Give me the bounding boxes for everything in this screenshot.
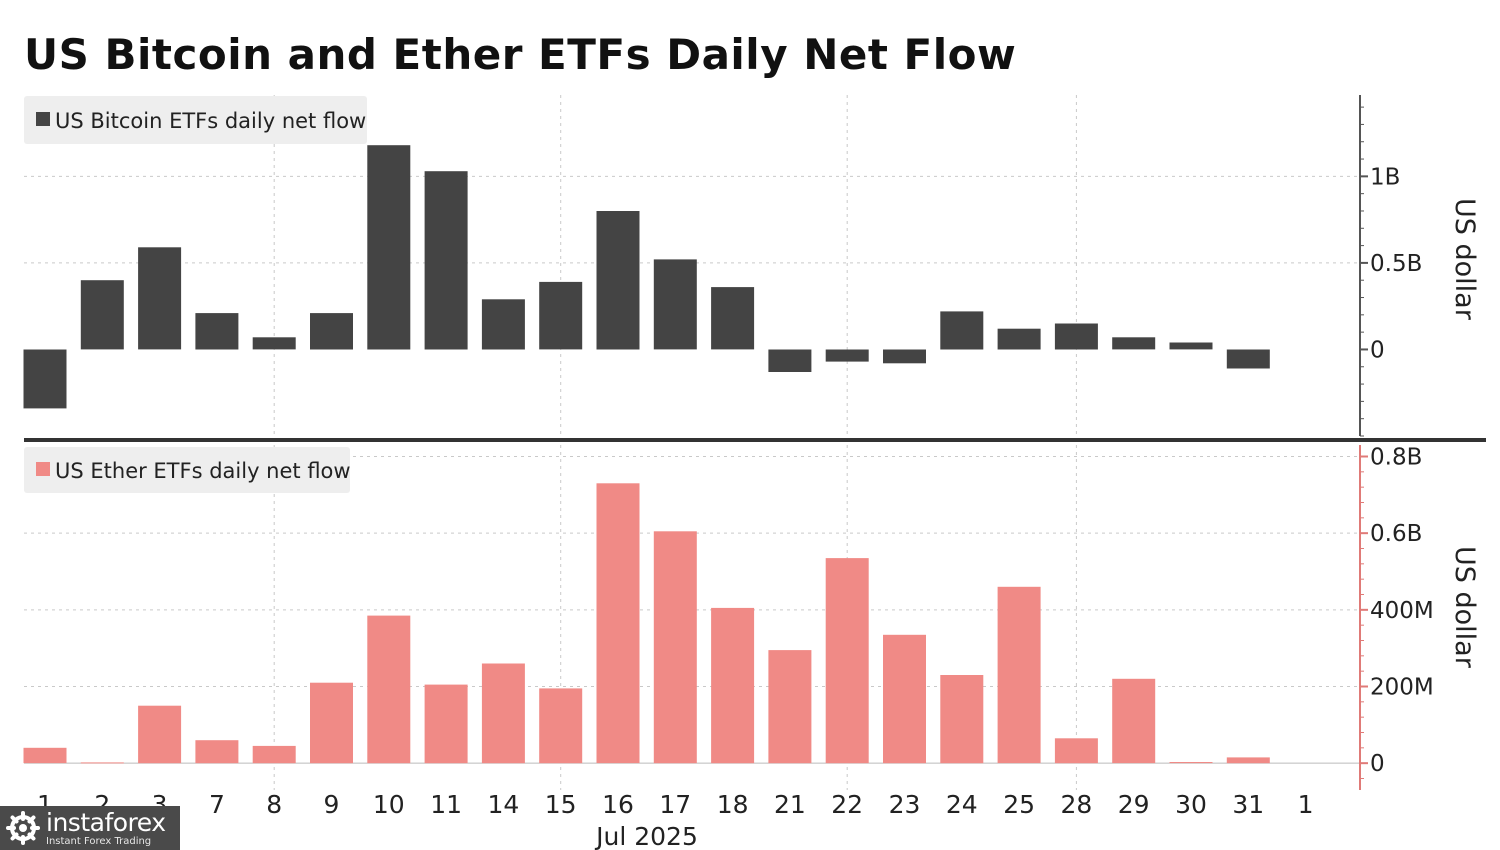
legend-ether-swatch [36,462,50,476]
ether-bar [1169,762,1213,764]
ether-bar [23,747,67,764]
bitcoin-bar [481,299,525,350]
ether-y-tick-label: 0.6B [1370,521,1422,547]
bitcoin-bar [596,211,640,350]
bitcoin-bar [997,328,1041,350]
x-tick-label: 1 [1298,790,1314,819]
ether-bar [539,688,583,764]
ether-bar [1112,678,1156,764]
ether-bar [310,682,353,764]
ether-y-tick-label: 0 [1370,751,1385,777]
bitcoin-bar [424,171,468,350]
ether-bar [1054,738,1098,764]
x-tick-label: 14 [487,790,519,819]
bitcoin-y-tick-label: 1B [1370,164,1400,190]
ether-bar [997,586,1041,764]
bitcoin-bar [1226,349,1270,369]
x-tick-label: 10 [373,790,405,819]
axes [24,95,1486,790]
bitcoin-bar [252,337,296,350]
legend-bitcoin-swatch [36,112,50,126]
x-tick-label: 25 [1003,790,1035,819]
x-tick-label: 15 [545,790,577,819]
bitcoin-bar [711,287,755,350]
ether-bar [138,705,182,764]
bitcoin-y-tick-label: 0.5B [1370,251,1422,277]
bitcoin-bar [1112,337,1156,350]
x-tick-label: 31 [1232,790,1264,819]
x-tick-label: 21 [774,790,806,819]
ether-y-axis-title: US dollar [1449,546,1480,669]
ether-bar [940,675,984,764]
ether-bar [481,663,525,764]
legend-bitcoin-bg [24,96,367,144]
x-tick-label: 24 [946,790,978,819]
bitcoin-bar [23,349,67,409]
ether-bar [80,762,124,764]
ether-bar [367,615,411,764]
bitcoin-bar [653,259,697,350]
x-tick-label: 18 [717,790,749,819]
bitcoin-bar [883,349,926,364]
x-tick-label: 30 [1175,790,1207,819]
bitcoin-bar [825,349,869,362]
bitcoin-bar [138,247,182,350]
ether-bar [825,558,869,764]
x-tick-label: 17 [659,790,691,819]
ether-y-tick-label: 0.8B [1370,445,1422,471]
x-tick-label: 7 [209,790,225,819]
x-tick-label: 23 [889,790,921,819]
x-tick-label: 29 [1118,790,1150,819]
watermark-brand: instaforex [46,807,166,837]
bitcoin-bar [1169,342,1213,350]
chart-title: US Bitcoin and Ether ETFs Daily Net Flow [24,30,1017,79]
ether-bar [195,740,239,764]
bitcoin-y-tick-label: 0 [1370,337,1385,363]
tick-labels: 1B 0.5B 0 0.8B 0.6B 400M 200M 0 1 2 3 7 8 9 10 11 14 15 16… [37,164,1434,819]
x-tick-label: 9 [324,790,340,819]
ether-bar [1226,757,1270,764]
instaforex-logo-icon [6,811,40,845]
x-tick-label: 8 [266,790,282,819]
legend-ether: US Ether ETFs daily net flow [24,447,351,493]
legend-bitcoin-label: US Bitcoin ETFs daily net flow [55,109,366,133]
x-tick-label: 28 [1060,790,1092,819]
ether-bars [23,483,1270,764]
bitcoin-bar [367,145,411,350]
ether-y-tick-label: 200M [1370,675,1434,701]
x-tick-label: 22 [831,790,863,819]
ether-bar [252,745,296,764]
ether-y-tick-label: 400M [1370,598,1434,624]
x-tick-label: 16 [602,790,634,819]
bitcoin-bar [1054,323,1098,350]
ether-bar [883,634,926,764]
watermark-tagline: Instant Forex Trading [46,835,152,847]
ether-bar [768,650,812,764]
legend-ether-label: US Ether ETFs daily net flow [55,459,351,483]
instaforex-watermark: instaforex Instant Forex Trading [0,806,180,850]
ether-bar [596,483,640,764]
ether-bar [711,607,755,764]
legend-bitcoin: US Bitcoin ETFs daily net flow [24,96,367,144]
bitcoin-bars [23,145,1270,409]
ether-bar [653,531,697,764]
x-axis-month-label: Jul 2025 [594,822,698,850]
bitcoin-y-axis-title: US dollar [1449,198,1480,321]
bitcoin-bar [195,313,239,350]
bitcoin-bar [539,281,583,350]
bitcoin-bar [310,313,353,350]
ether-bar [424,684,468,764]
x-tick-label: 11 [430,790,462,819]
bitcoin-bar [768,349,812,372]
bitcoin-bar [940,311,984,350]
legend-ether-bg [24,447,350,493]
bitcoin-bar [80,280,124,350]
